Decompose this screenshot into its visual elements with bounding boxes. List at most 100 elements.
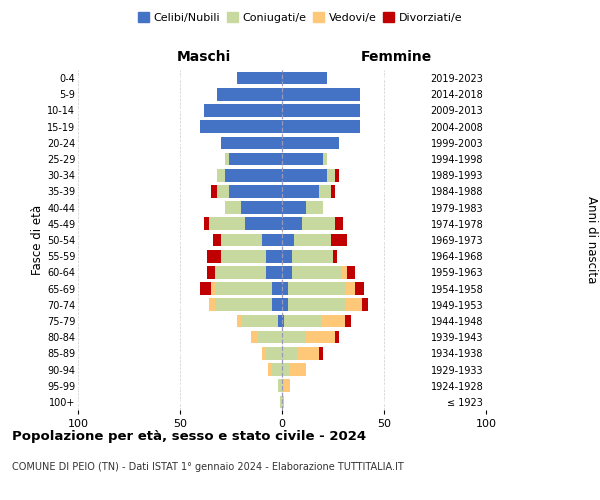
Bar [341,266,347,278]
Bar [294,234,331,246]
Bar [319,347,323,360]
Legend: Celibi/Nubili, Coniugati/e, Vedovi/e, Divorziati/e: Celibi/Nubili, Coniugati/e, Vedovi/e, Di… [133,8,467,28]
Bar [284,380,290,392]
Bar [331,234,347,246]
Bar [345,282,355,295]
Bar [335,169,339,181]
Bar [241,314,278,328]
Bar [282,234,294,246]
Bar [282,331,307,344]
Bar [355,282,364,295]
Bar [282,380,284,392]
Bar [292,250,333,262]
Bar [272,298,282,311]
Bar [205,104,282,117]
Bar [280,396,282,408]
Bar [221,250,266,262]
Bar [206,266,215,278]
Bar [331,185,335,198]
Bar [302,218,335,230]
Bar [345,298,362,311]
Bar [282,218,302,230]
Bar [262,347,266,360]
Bar [217,169,225,181]
Bar [262,234,282,246]
Bar [211,185,217,198]
Bar [215,298,272,311]
Bar [272,282,282,295]
Bar [209,218,245,230]
Bar [237,72,282,85]
Bar [282,347,298,360]
Bar [307,331,335,344]
Bar [319,185,331,198]
Bar [229,185,282,198]
Bar [237,314,241,328]
Bar [282,266,292,278]
Bar [335,218,343,230]
Bar [229,152,282,166]
Bar [323,152,327,166]
Text: Anni di nascita: Anni di nascita [584,196,598,284]
Bar [266,266,282,278]
Bar [282,396,284,408]
Bar [298,347,319,360]
Text: Maschi: Maschi [177,50,231,64]
Bar [347,266,355,278]
Bar [200,282,211,295]
Bar [200,120,282,133]
Bar [221,136,282,149]
Bar [278,314,282,328]
Bar [282,282,288,295]
Bar [282,185,319,198]
Bar [206,250,221,262]
Bar [251,331,257,344]
Bar [225,202,241,214]
Bar [217,185,229,198]
Bar [225,152,229,166]
Bar [282,250,292,262]
Bar [278,380,282,392]
Bar [282,120,359,133]
Bar [245,218,282,230]
Bar [288,298,345,311]
Bar [282,88,359,101]
Bar [257,331,282,344]
Bar [209,298,215,311]
Bar [225,169,282,181]
Y-axis label: Fasce di età: Fasce di età [31,205,44,275]
Text: Popolazione per età, sesso e stato civile - 2024: Popolazione per età, sesso e stato civil… [12,430,366,443]
Bar [266,347,282,360]
Bar [327,169,335,181]
Text: Femmine: Femmine [361,50,431,64]
Bar [268,363,272,376]
Bar [241,202,282,214]
Bar [266,250,282,262]
Bar [307,202,323,214]
Bar [282,314,284,328]
Bar [288,282,345,295]
Bar [272,363,282,376]
Bar [215,266,266,278]
Bar [212,234,221,246]
Bar [284,314,321,328]
Bar [282,202,307,214]
Bar [333,250,337,262]
Text: COMUNE DI PEIO (TN) - Dati ISTAT 1° gennaio 2024 - Elaborazione TUTTITALIA.IT: COMUNE DI PEIO (TN) - Dati ISTAT 1° genn… [12,462,404,472]
Bar [282,298,288,311]
Bar [362,298,368,311]
Bar [282,104,359,117]
Bar [215,282,272,295]
Bar [217,88,282,101]
Bar [282,169,327,181]
Bar [205,218,209,230]
Bar [282,152,323,166]
Bar [211,282,215,295]
Bar [282,72,327,85]
Bar [282,136,339,149]
Bar [335,331,339,344]
Bar [282,363,290,376]
Bar [345,314,352,328]
Bar [321,314,345,328]
Bar [292,266,341,278]
